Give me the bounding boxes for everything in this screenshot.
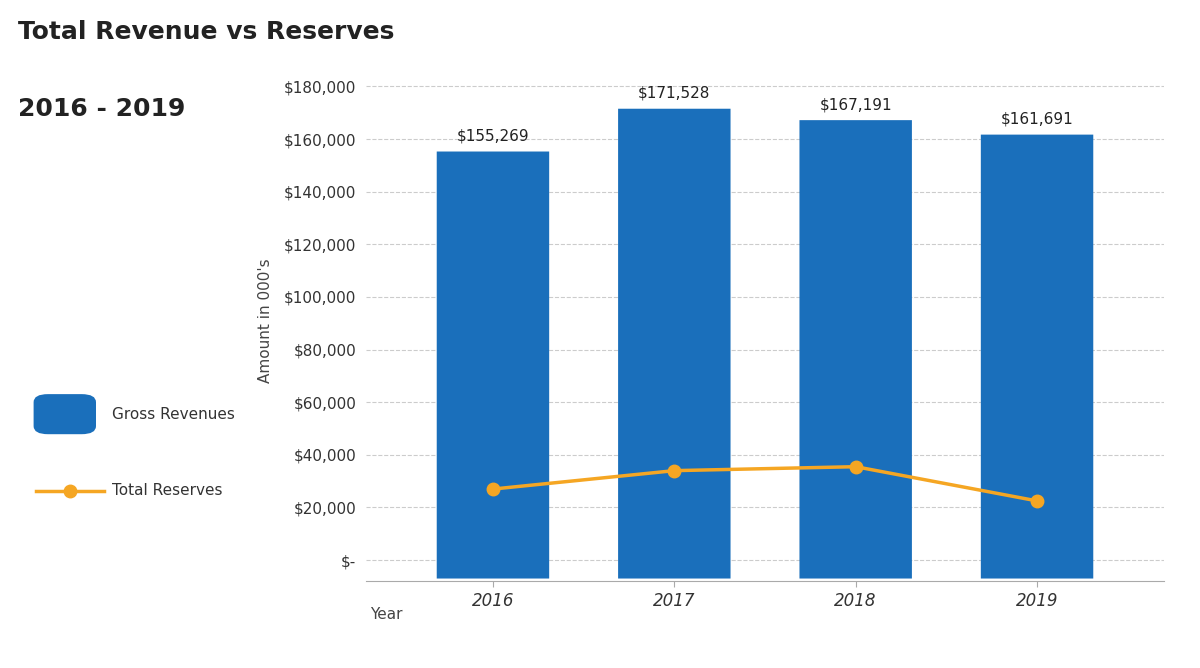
Text: 2016 - 2019: 2016 - 2019	[18, 97, 185, 121]
FancyBboxPatch shape	[980, 135, 1093, 578]
FancyBboxPatch shape	[437, 152, 550, 578]
Text: $167,191: $167,191	[820, 98, 892, 112]
Text: Year: Year	[370, 607, 402, 623]
Y-axis label: Amount in 000's: Amount in 000's	[258, 259, 272, 383]
Text: $155,269: $155,269	[457, 129, 529, 144]
FancyBboxPatch shape	[799, 120, 912, 578]
Text: Total Reserves: Total Reserves	[112, 484, 222, 498]
Text: Total Revenue vs Reserves: Total Revenue vs Reserves	[18, 20, 395, 44]
Text: $161,691: $161,691	[1001, 112, 1074, 127]
Text: $171,528: $171,528	[638, 86, 710, 101]
FancyBboxPatch shape	[618, 109, 731, 578]
Text: Gross Revenues: Gross Revenues	[112, 407, 234, 422]
